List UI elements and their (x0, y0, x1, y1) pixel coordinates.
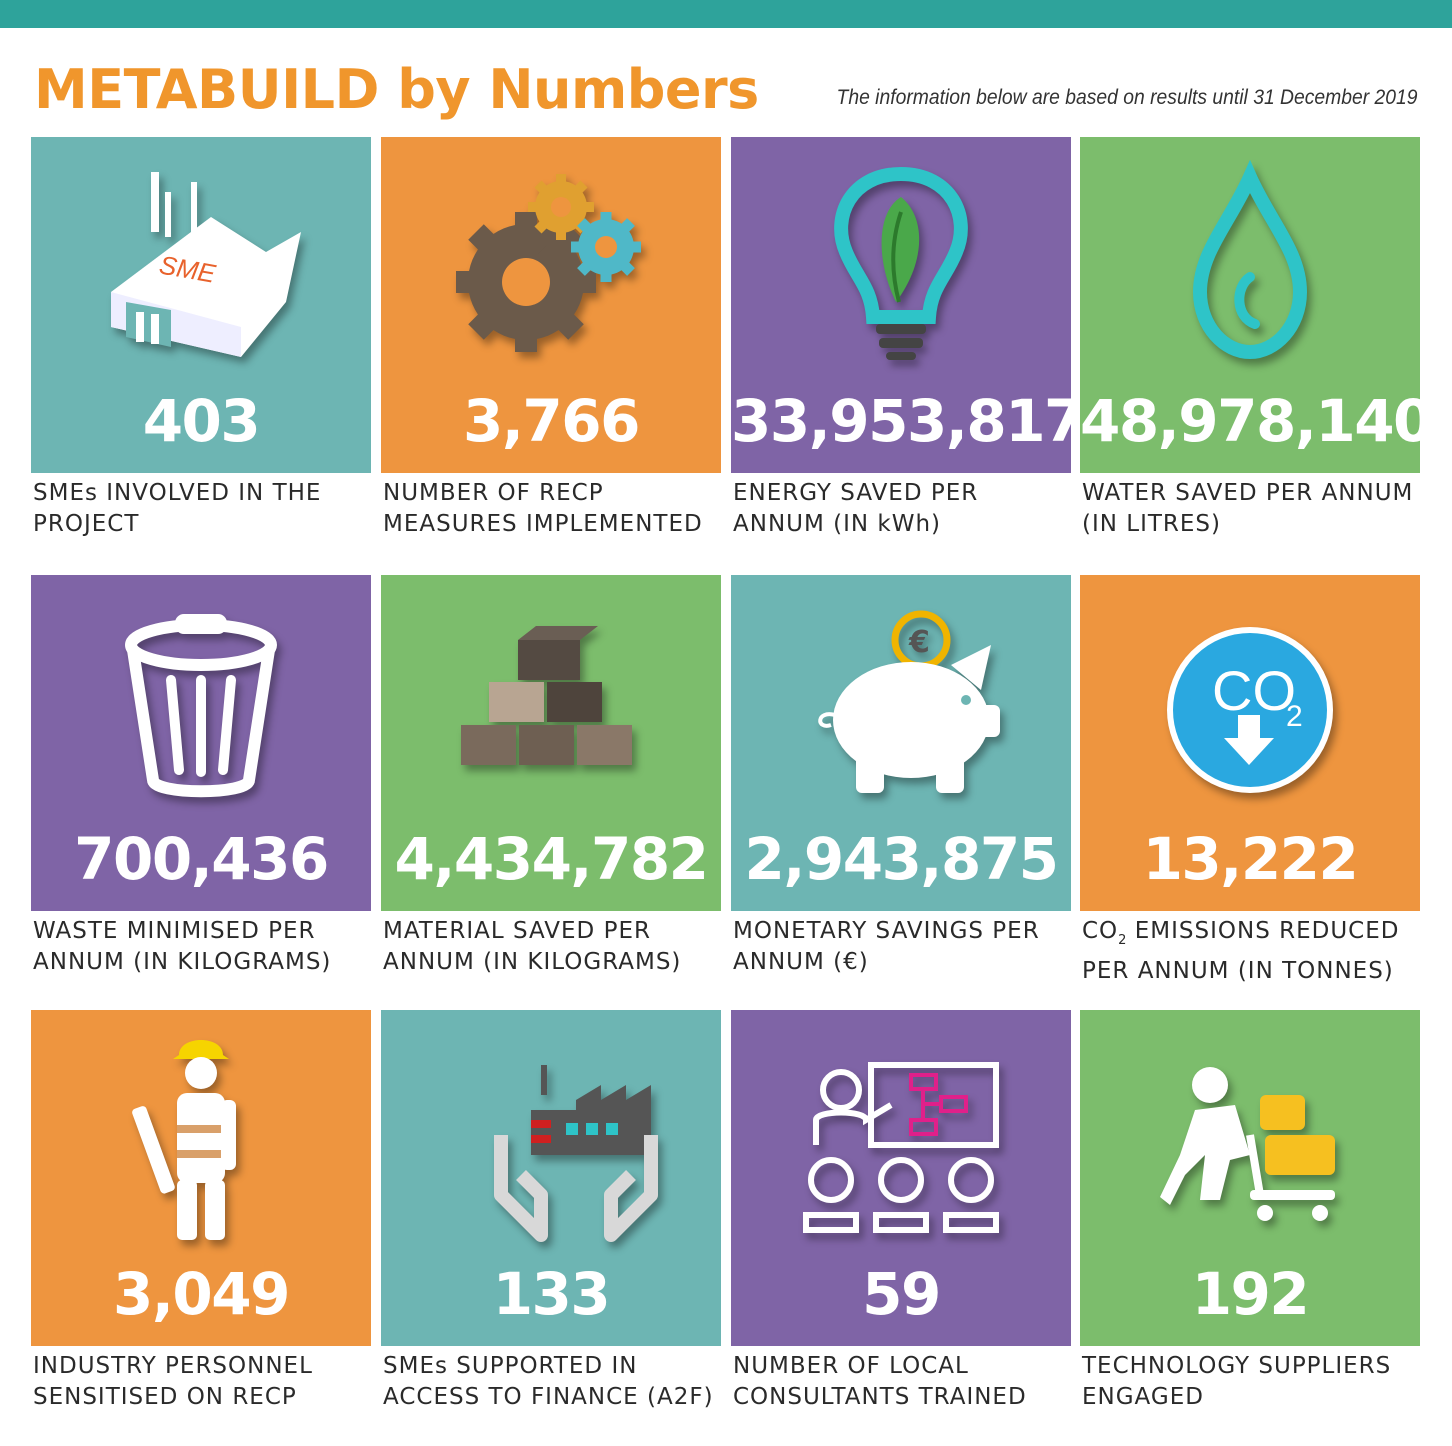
tile-a2f-supported: 133 (381, 1010, 721, 1346)
co2-prefix: CO (1082, 918, 1119, 944)
stat-caption: MATERIAL SAVED PER ANNUM (IN KILOGRAMS) (383, 918, 682, 975)
tile-material-saved: 4,434,782 (381, 575, 721, 911)
stat-value: 192 (1191, 1260, 1310, 1328)
tile-personnel-sensitised: 3,049 (31, 1010, 371, 1346)
stat-value: 3,049 (113, 1260, 290, 1328)
stat-caption: WASTE MINIMISED PER ANNUM (IN KILOGRAMS) (33, 918, 332, 975)
co2-subscript: 2 (1118, 933, 1127, 948)
stat-caption: SMEs SUPPORTED IN ACCESS TO FINANCE (A2F… (383, 1353, 714, 1410)
page-title: METABUILD by Numbers (34, 58, 759, 121)
tile-co2-reduced: CO 2 13,222 (1080, 575, 1420, 911)
svg-text:CO: CO (1212, 659, 1296, 722)
stat-value: 4,434,782 (394, 825, 709, 893)
svg-text:2: 2 (1286, 700, 1303, 733)
stat-value: 33,953,817 (731, 387, 1071, 455)
sme-factory-icon: SME (111, 172, 301, 357)
trash-bin-icon (125, 614, 277, 798)
stat-caption: MONETARY SAVINGS PER ANNUM (€) (733, 918, 1040, 975)
stat-value: 133 (492, 1260, 611, 1328)
tile-water-saved: 48,978,140 (1080, 137, 1420, 473)
training-icon (803, 1062, 999, 1233)
date-note: The information below are based on resul… (836, 86, 1418, 109)
caption-text: EMISSIONS REDUCED PER ANNUM (IN TONNES) (1082, 918, 1400, 984)
tile-consultants-trained: 59 (731, 1010, 1071, 1346)
piggy-bank-icon: € (818, 610, 1000, 793)
stat-caption: SMEs INVOLVED IN THE PROJECT (33, 480, 322, 537)
worker-icon (132, 1040, 236, 1240)
hands-factory-icon (494, 1065, 658, 1242)
bricks-icon (461, 626, 632, 765)
tile-smes-involved: SME 403 (31, 137, 371, 473)
tile-waste-minimised: 700,436 (31, 575, 371, 911)
stat-caption: NUMBER OF RECP MEASURES IMPLEMENTED (383, 480, 703, 537)
stat-caption: ENERGY SAVED PER ANNUM (IN kWh) (733, 480, 979, 537)
gears-icon (456, 174, 641, 352)
co2-reduction-icon: CO 2 (1167, 627, 1333, 793)
stat-value: 403 (142, 387, 261, 455)
water-drop-icon (1192, 159, 1308, 360)
tile-monetary-savings: € 2,943,875 (731, 575, 1071, 911)
stat-value: 13,222 (1142, 825, 1359, 893)
lightbulb-leaf-icon (834, 166, 968, 360)
svg-text:€: € (908, 625, 930, 660)
stat-caption: CO2 EMISSIONS REDUCED PER ANNUM (IN TONN… (1082, 916, 1427, 987)
tile-energy-saved: 33,953,817 (731, 137, 1071, 473)
tile-recp-measures: 3,766 (381, 137, 721, 473)
stat-value: 2,943,875 (744, 825, 1059, 893)
supplier-cart-icon (1160, 1067, 1335, 1221)
top-accent-bar (0, 0, 1452, 28)
stat-caption: WATER SAVED PER ANNUM (IN LITRES) (1082, 480, 1414, 537)
stat-caption: NUMBER OF LOCAL CONSULTANTS TRAINED (733, 1353, 1027, 1410)
stat-caption: TECHNOLOGY SUPPLIERS ENGAGED (1082, 1353, 1392, 1410)
stat-value: 3,766 (463, 387, 640, 455)
stat-value: 59 (862, 1260, 941, 1328)
stat-value: 48,978,140 (1080, 387, 1420, 455)
tile-tech-suppliers: 192 (1080, 1010, 1420, 1346)
stat-value: 700,436 (74, 825, 329, 893)
stat-caption: INDUSTRY PERSONNEL SENSITISED ON RECP (33, 1353, 313, 1410)
